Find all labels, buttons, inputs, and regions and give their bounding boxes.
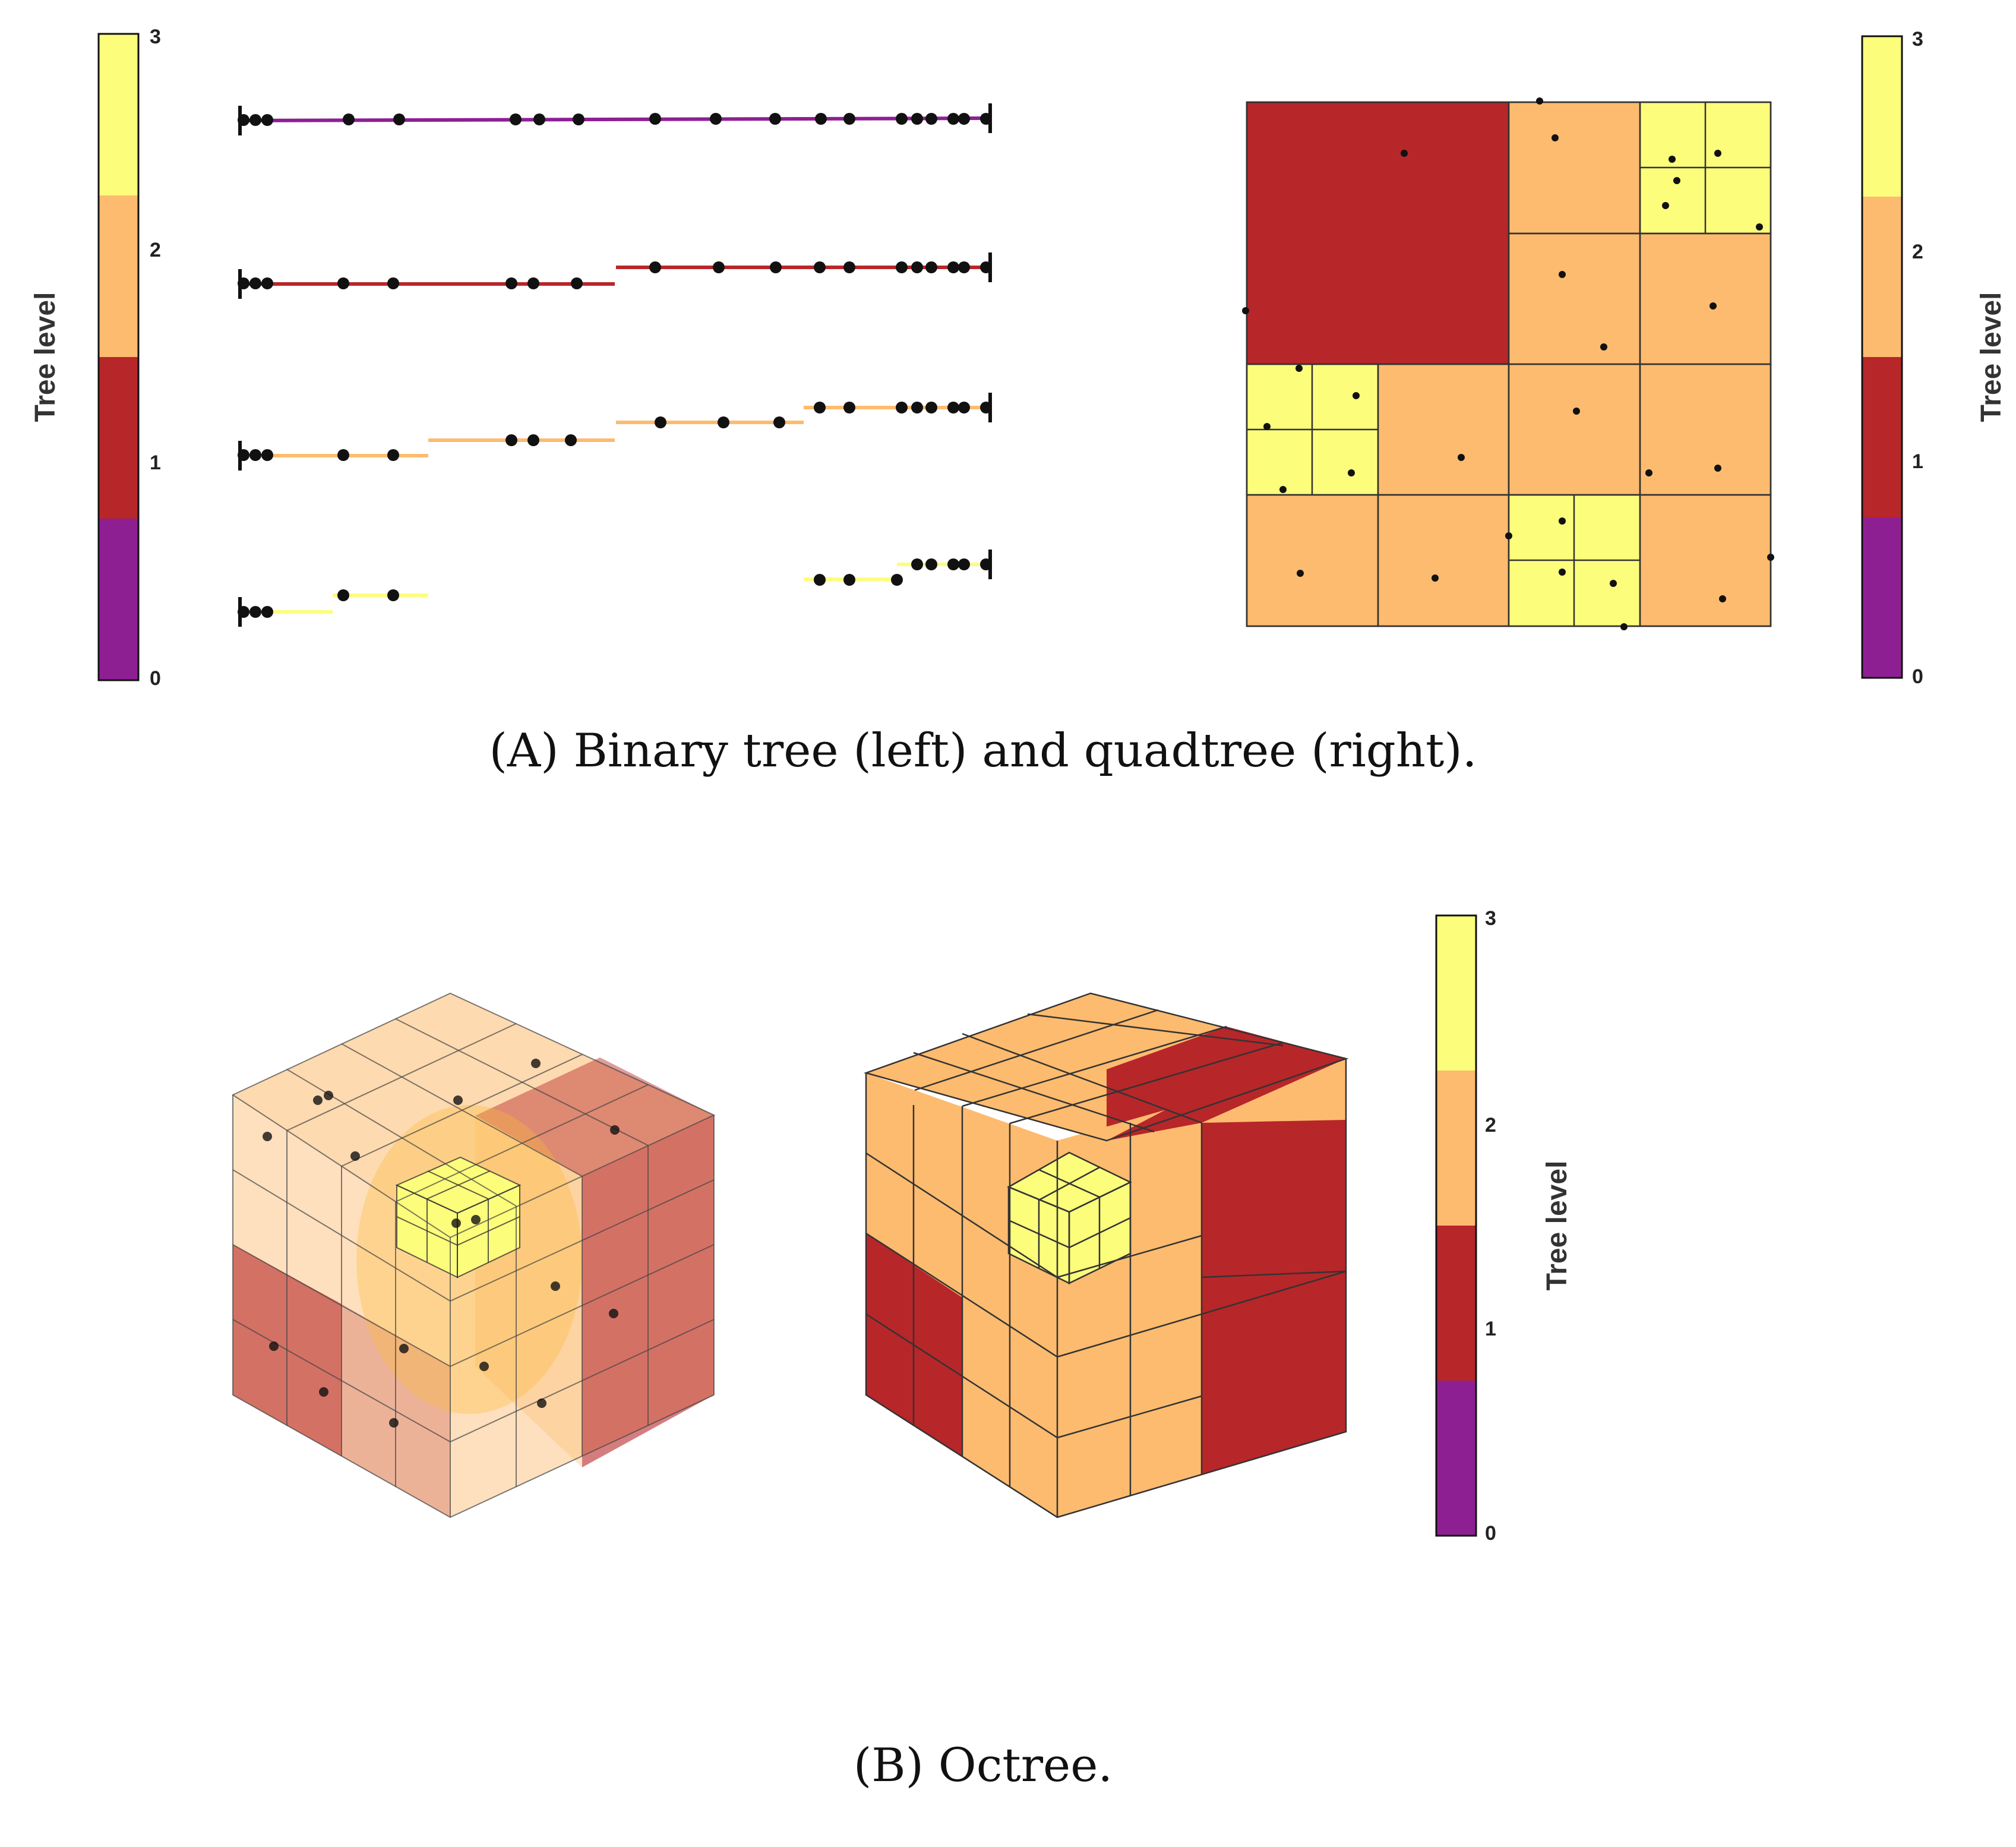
svg-text:1: 1 bbox=[1485, 1318, 1496, 1340]
svg-text:3: 3 bbox=[1912, 28, 1923, 50]
colorbar-segment-3 bbox=[99, 34, 138, 195]
colorbar-tick-3: 3 bbox=[150, 26, 161, 48]
colorbar-tick-1: 1 bbox=[150, 452, 161, 474]
binary-tree-level-3 bbox=[240, 563, 990, 614]
colorbar-quadtree: 0 1 2 3 Tree level bbox=[1861, 28, 2007, 688]
svg-text:3: 3 bbox=[1485, 907, 1496, 930]
colorbar-segment-0 bbox=[99, 519, 138, 680]
svg-text:2: 2 bbox=[1485, 1114, 1496, 1136]
binary-tree-level-2 bbox=[240, 406, 990, 457]
binary-tree-level-0 bbox=[239, 116, 991, 122]
svg-text:Tree level: Tree level bbox=[1541, 1161, 1573, 1291]
svg-text:1: 1 bbox=[1912, 450, 1923, 473]
caption-b: (B) Octree. bbox=[854, 1739, 1113, 1792]
colorbar-octree: 0 1 2 3 Tree level bbox=[1435, 907, 1573, 1545]
colorbar-tick-2: 2 bbox=[150, 239, 161, 261]
colorbar-label: Tree level bbox=[30, 292, 61, 422]
binary-tree-level-1 bbox=[240, 266, 990, 286]
quadtree-diagram bbox=[1242, 97, 1774, 630]
octree-solid-diagram bbox=[863, 992, 1349, 1518]
svg-text:0: 0 bbox=[1912, 665, 1923, 688]
colorbar-segment-1 bbox=[99, 357, 138, 519]
colorbar-tick-0: 0 bbox=[150, 667, 161, 690]
binary-tree-diagram bbox=[238, 103, 992, 627]
caption-a: (A) Binary tree (left) and quadtree (rig… bbox=[489, 724, 1477, 778]
svg-text:2: 2 bbox=[1912, 241, 1923, 263]
binary-tree-points bbox=[238, 113, 992, 618]
svg-text:0: 0 bbox=[1485, 1522, 1496, 1545]
octree-points bbox=[263, 1059, 620, 1428]
colorbar-segment-2 bbox=[99, 195, 138, 357]
svg-text:Tree level: Tree level bbox=[1976, 292, 2007, 422]
quadtree-points bbox=[1242, 97, 1774, 630]
octree-transparent-diagram bbox=[231, 992, 716, 1518]
colorbar-binary-tree: 0 1 2 3 Tree level bbox=[30, 26, 161, 690]
